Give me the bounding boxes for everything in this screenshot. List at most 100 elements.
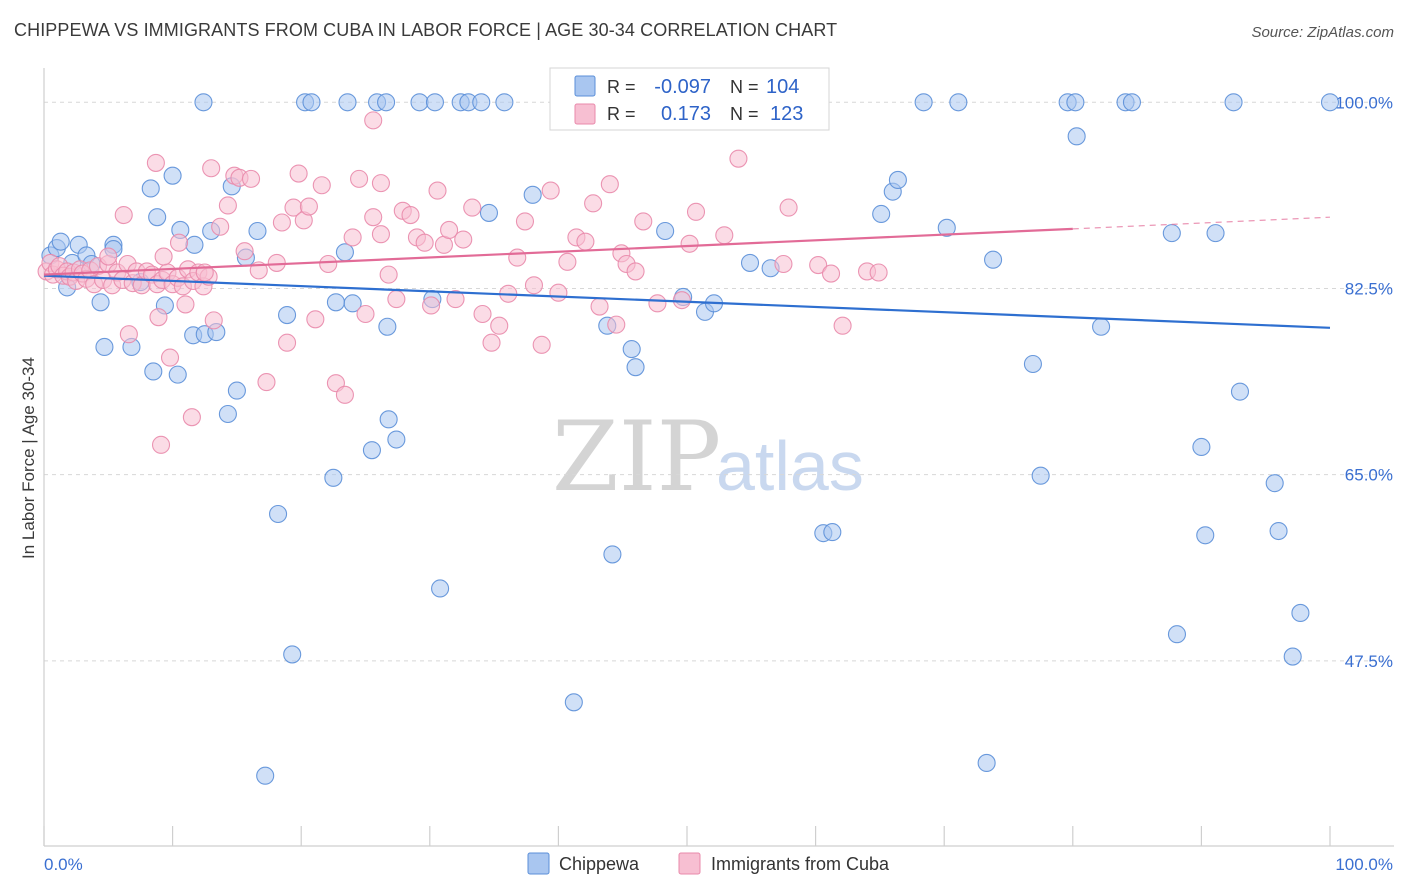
cuba-point bbox=[541, 181, 560, 200]
cuba-point bbox=[154, 247, 173, 266]
chippewa-point bbox=[888, 170, 907, 189]
chippewa-point bbox=[937, 218, 956, 237]
chippewa-point bbox=[740, 253, 760, 272]
chippewa-point bbox=[1122, 93, 1142, 112]
cuba-point bbox=[833, 316, 852, 335]
chippewa-point bbox=[1192, 437, 1211, 457]
cuba-point bbox=[490, 316, 509, 335]
y-axis-label: In Labor Force | Age 30-34 bbox=[19, 357, 38, 559]
chippewa-point bbox=[1023, 354, 1042, 374]
legend-swatch-chippewa bbox=[574, 75, 596, 97]
chippewa-point bbox=[1230, 382, 1250, 401]
watermark-atlas: atlas bbox=[716, 427, 864, 505]
cuba-point bbox=[821, 264, 841, 283]
chippewa-point bbox=[302, 93, 321, 112]
cuba-point bbox=[729, 149, 748, 168]
chippewa-point bbox=[1206, 224, 1225, 243]
chippewa-point bbox=[656, 221, 675, 241]
chippewa-point bbox=[144, 362, 163, 381]
cuba-point bbox=[446, 290, 465, 309]
cuba-point bbox=[634, 212, 653, 231]
cuba-trend-line bbox=[43, 227, 1073, 276]
cuba-point bbox=[473, 304, 492, 324]
legend-r-label-1: R = bbox=[607, 77, 636, 97]
cuba-point bbox=[149, 308, 168, 327]
bottom-legend-label-chippewa: Chippewa bbox=[559, 854, 640, 874]
cuba-point bbox=[176, 295, 195, 314]
chippewa-point bbox=[1196, 526, 1215, 545]
cuba-point bbox=[272, 213, 291, 232]
cuba-point bbox=[422, 296, 441, 315]
cuba-point bbox=[508, 248, 527, 267]
cuba-point bbox=[515, 212, 535, 231]
cuba-point bbox=[289, 164, 308, 183]
cuba-point bbox=[278, 333, 297, 352]
cuba-point bbox=[524, 276, 544, 295]
chippewa-point bbox=[410, 93, 429, 112]
cuba-point bbox=[532, 335, 551, 354]
chippewa-point bbox=[949, 93, 968, 112]
chippewa-point bbox=[1162, 224, 1181, 243]
bottom-legend-label-cuba: Immigrants from Cuba bbox=[711, 854, 890, 874]
cuba-point bbox=[454, 230, 473, 249]
cuba-point bbox=[146, 153, 165, 172]
chippewa-point bbox=[95, 337, 114, 357]
chippewa-point bbox=[431, 579, 450, 598]
cuba-point bbox=[182, 408, 201, 427]
cuba-point bbox=[463, 198, 482, 217]
legend-r-label-2: R = bbox=[607, 104, 636, 124]
bottom-legend-swatch-cuba bbox=[678, 852, 701, 875]
cuba-point bbox=[218, 196, 237, 215]
cuba-point bbox=[482, 333, 501, 352]
chippewa-point bbox=[1224, 93, 1243, 112]
legend-n-label-2: N = bbox=[730, 104, 759, 124]
chippewa-point bbox=[1066, 93, 1085, 112]
chippewa-point bbox=[425, 93, 444, 112]
chippewa-point bbox=[523, 185, 542, 204]
source-label: Source: ZipAtlas.com bbox=[1251, 24, 1394, 41]
chippewa-point bbox=[194, 93, 213, 112]
cuba-point bbox=[202, 159, 221, 178]
cuba-point bbox=[428, 181, 447, 200]
chart-title: CHIPPEWA VS IMMIGRANTS FROM CUBA IN LABO… bbox=[14, 20, 838, 40]
chippewa-point bbox=[148, 208, 167, 227]
chippewa-point bbox=[479, 203, 499, 222]
chippewa-point bbox=[168, 365, 187, 384]
cuba-point bbox=[312, 176, 331, 195]
series-legend: Chippewa Immigrants from Cuba bbox=[527, 852, 890, 875]
stats-legend: R = -0.097 N = 104 R = 0.173 N = 123 bbox=[549, 67, 830, 131]
cuba-point bbox=[356, 304, 375, 324]
legend-r-value-1: -0.097 bbox=[654, 76, 711, 98]
cuba-point bbox=[371, 174, 390, 193]
chippewa-point bbox=[91, 293, 110, 312]
chippewa-point bbox=[1265, 474, 1284, 493]
cuba-point bbox=[401, 206, 420, 225]
bottom-legend-swatch-chippewa bbox=[527, 852, 550, 875]
chippewa-point bbox=[1092, 317, 1111, 336]
cuba-point bbox=[241, 169, 261, 188]
cuba-point bbox=[379, 265, 398, 284]
cuba-point bbox=[590, 297, 609, 316]
chippewa-point bbox=[269, 504, 288, 524]
chippewa-point bbox=[377, 93, 396, 112]
chippewa-point bbox=[326, 293, 345, 312]
x-ticks bbox=[43, 826, 1331, 846]
cuba-point bbox=[779, 198, 798, 217]
chippewa-point bbox=[163, 166, 182, 185]
cuba-point bbox=[160, 348, 180, 367]
cuba-point bbox=[350, 169, 369, 188]
chippewa-point bbox=[51, 232, 70, 251]
chippewa-point bbox=[378, 317, 397, 336]
chippewa-point bbox=[218, 404, 237, 424]
y-tick-label: 100.0% bbox=[1335, 93, 1393, 112]
stats-legend-box bbox=[549, 67, 830, 131]
chippewa-point bbox=[324, 468, 343, 487]
chippewa-point bbox=[227, 381, 246, 400]
chippewa-point bbox=[1167, 625, 1187, 644]
cuba-point bbox=[576, 232, 595, 251]
cuba-point bbox=[343, 228, 362, 247]
chippewa-point bbox=[872, 204, 891, 224]
legend-r-value-2: 0.173 bbox=[661, 103, 711, 125]
chippewa-point bbox=[1031, 466, 1050, 485]
